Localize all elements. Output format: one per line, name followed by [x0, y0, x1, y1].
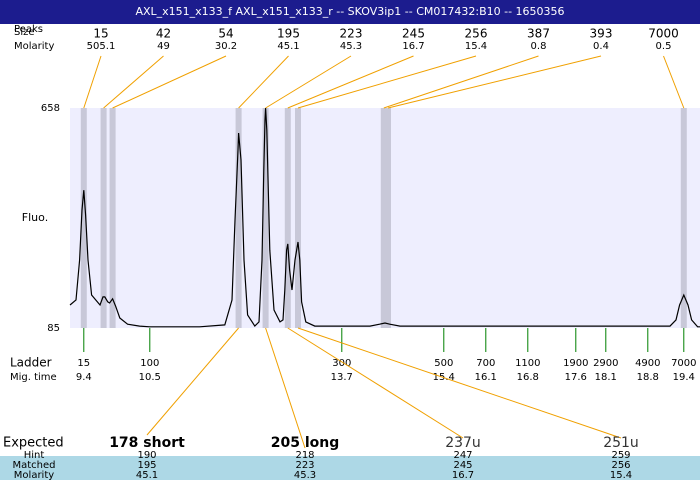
peak-connector — [238, 55, 289, 109]
peak-connector — [112, 55, 227, 109]
ladder-size: 1900 — [563, 358, 588, 369]
y-tick-label: 85 — [47, 323, 60, 334]
peak-connector — [663, 55, 685, 109]
hint-label: Hint — [24, 450, 45, 461]
y-tick-label: 658 — [41, 103, 60, 114]
match-connector — [287, 327, 464, 439]
peak-band — [284, 108, 291, 328]
ladder-time: 17.6 — [565, 372, 587, 383]
match-connector — [265, 327, 306, 449]
peak-molarity: 0.5 — [656, 41, 672, 52]
peak-band — [262, 108, 269, 328]
ladder-size: 500 — [434, 358, 453, 369]
trace — [69, 107, 700, 328]
ladder-size: 4900 — [635, 358, 660, 369]
matched-value: 195 — [137, 460, 156, 471]
ladder-size: 2900 — [593, 358, 618, 369]
peak-connector — [265, 55, 352, 109]
peak-molarity: 49 — [157, 41, 170, 52]
peak-molarity: 505.1 — [87, 41, 116, 52]
matched-value: 245 — [453, 460, 472, 471]
ladder-time: 18.8 — [637, 372, 659, 383]
peak-band — [235, 108, 242, 328]
matched-value: 223 — [295, 460, 314, 471]
molarity-value: 15.4 — [610, 470, 632, 480]
expected-name: 178 short — [109, 435, 185, 451]
y-axis-label: Fluo. — [22, 211, 48, 224]
peak-band — [80, 108, 87, 328]
peak-connector — [287, 55, 414, 109]
hint-value: 247 — [453, 450, 472, 461]
ladder-time: 9.4 — [76, 372, 92, 383]
peak-molarity: 0.4 — [593, 41, 609, 52]
ladder-time: 16.1 — [475, 372, 497, 383]
peak-connector — [103, 55, 164, 109]
peaks-label: Peaks — [14, 24, 43, 35]
peak-size: 223 — [340, 27, 363, 41]
molarity-value: 45.1 — [136, 470, 158, 480]
peak-size: 7000 — [648, 27, 679, 41]
ladder-size: 700 — [476, 358, 495, 369]
match-connector — [146, 327, 239, 436]
molarity-value: 45.3 — [294, 470, 316, 480]
peak-band — [380, 108, 387, 328]
peak-band — [295, 108, 301, 328]
peak-size: 256 — [465, 27, 488, 41]
peak-connector — [387, 55, 602, 109]
peak-size: 15 — [93, 27, 108, 41]
matched-band — [0, 456, 700, 480]
chart-title: AXL_x151_x133_f AXL_x151_x133_r -- SKOV3… — [135, 5, 564, 18]
ladder-time: 13.7 — [331, 372, 353, 383]
matched-label: Matched — [12, 460, 55, 471]
peak-size: 54 — [218, 27, 233, 41]
ladder-time: 18.1 — [595, 372, 617, 383]
peak-band — [385, 108, 391, 328]
matched-value: 256 — [611, 460, 630, 471]
peak-molarity: 15.4 — [465, 41, 487, 52]
peak-size: 195 — [277, 27, 300, 41]
molarity-label: Molarity — [14, 41, 54, 52]
hint-value: 259 — [611, 450, 630, 461]
ladder-time: 10.5 — [139, 372, 161, 383]
peak-connector — [83, 55, 102, 109]
peak-band — [109, 108, 116, 328]
peak-molarity: 45.1 — [277, 41, 299, 52]
size-label: Size — [14, 27, 35, 38]
molarity-value: 16.7 — [452, 470, 474, 480]
expected-name: 237u — [445, 435, 481, 451]
expected-name: 251u — [603, 435, 639, 451]
peak-molarity: 0.8 — [531, 41, 547, 52]
ladder-label: Ladder — [10, 356, 52, 370]
peak-connector — [383, 55, 539, 109]
hint-value: 218 — [295, 450, 314, 461]
peak-size: 393 — [590, 27, 613, 41]
peak-band — [100, 108, 107, 328]
ladder-size: 100 — [140, 358, 159, 369]
peak-molarity: 45.3 — [340, 41, 362, 52]
peak-size: 42 — [156, 27, 171, 41]
ladder-size: 15 — [77, 358, 90, 369]
hint-value: 190 — [137, 450, 156, 461]
ladder-time: 16.8 — [517, 372, 539, 383]
molarity-row-label: Molarity — [14, 470, 54, 480]
title-bar — [0, 0, 700, 24]
expected-label: Expected — [3, 436, 64, 451]
peak-molarity: 30.2 — [215, 41, 237, 52]
expected-name: 205 long — [271, 435, 340, 451]
ladder-size: 300 — [332, 358, 351, 369]
peak-size: 387 — [527, 27, 550, 41]
peak-band — [680, 108, 687, 328]
ladder-size: 7000 — [671, 358, 696, 369]
peak-molarity: 16.7 — [402, 41, 424, 52]
mig-time-label: Mig. time — [10, 372, 57, 383]
ladder-size: 1100 — [515, 358, 540, 369]
ladder-time: 19.4 — [673, 372, 695, 383]
peak-connector — [297, 55, 477, 109]
match-connector — [297, 327, 622, 439]
peak-size: 245 — [402, 27, 425, 41]
